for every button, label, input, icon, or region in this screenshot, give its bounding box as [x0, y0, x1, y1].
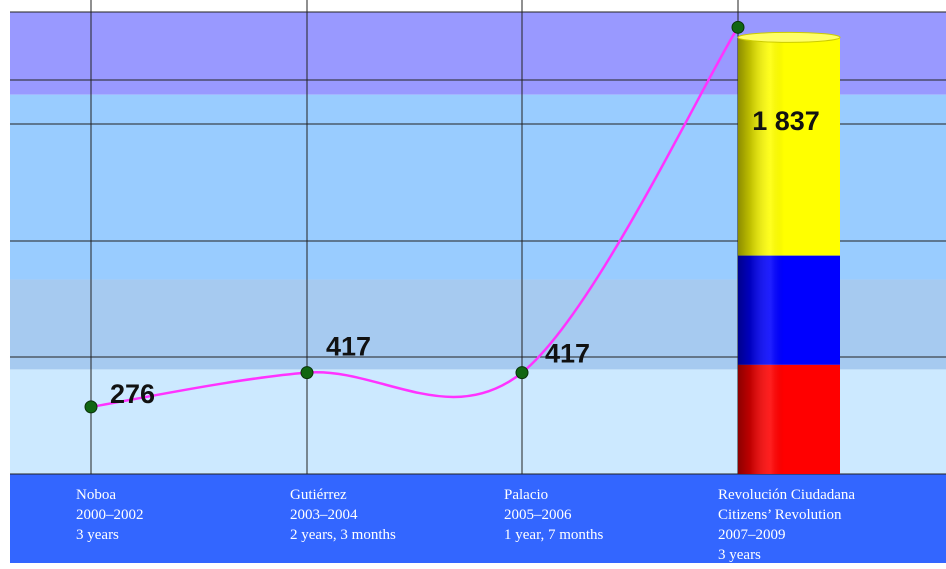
series-line: 276 417 417 [84, 20, 745, 414]
category-label-line: 1 year, 7 months [504, 527, 604, 543]
category-label-line: 2007–2009 [718, 527, 786, 543]
flag-bar-value-label: 1 837 [752, 106, 820, 136]
data-point [731, 20, 745, 34]
category-label-line: Revolución Ciudadana [718, 487, 855, 503]
data-point [300, 366, 314, 380]
category-label-line: 2000–2002 [76, 507, 144, 523]
category-band [10, 474, 946, 563]
data-value-label: 276 [110, 379, 155, 409]
category-band-fill [10, 474, 946, 563]
data-point [84, 400, 98, 414]
category-label-line: 2 years, 3 months [290, 527, 396, 543]
category-label-line: Gutiérrez [290, 487, 347, 503]
series-line-path [90, 26, 740, 409]
category-label-line: 2005–2006 [504, 507, 572, 523]
bottom-margin [0, 563, 946, 569]
category-label-line: 3 years [718, 547, 761, 563]
category-label-line: Palacio [504, 487, 548, 503]
category-labels: Noboa 2000–2002 3 years Gutiérrez 2003–2004 2… [0, 487, 946, 569]
flag-bar-shading [738, 37, 840, 475]
flag-bar-top [737, 31, 841, 43]
data-value-label: 417 [545, 339, 590, 369]
flag-bar: 1 837 [737, 31, 841, 475]
data-point [515, 366, 529, 380]
category-label-line: Noboa [76, 487, 116, 503]
category-label-line: Citizens’ Revolution [718, 507, 842, 523]
category-label-line: 2003–2004 [290, 507, 358, 523]
category-label-line: 3 years [76, 527, 119, 543]
data-value-label: 417 [326, 332, 371, 362]
